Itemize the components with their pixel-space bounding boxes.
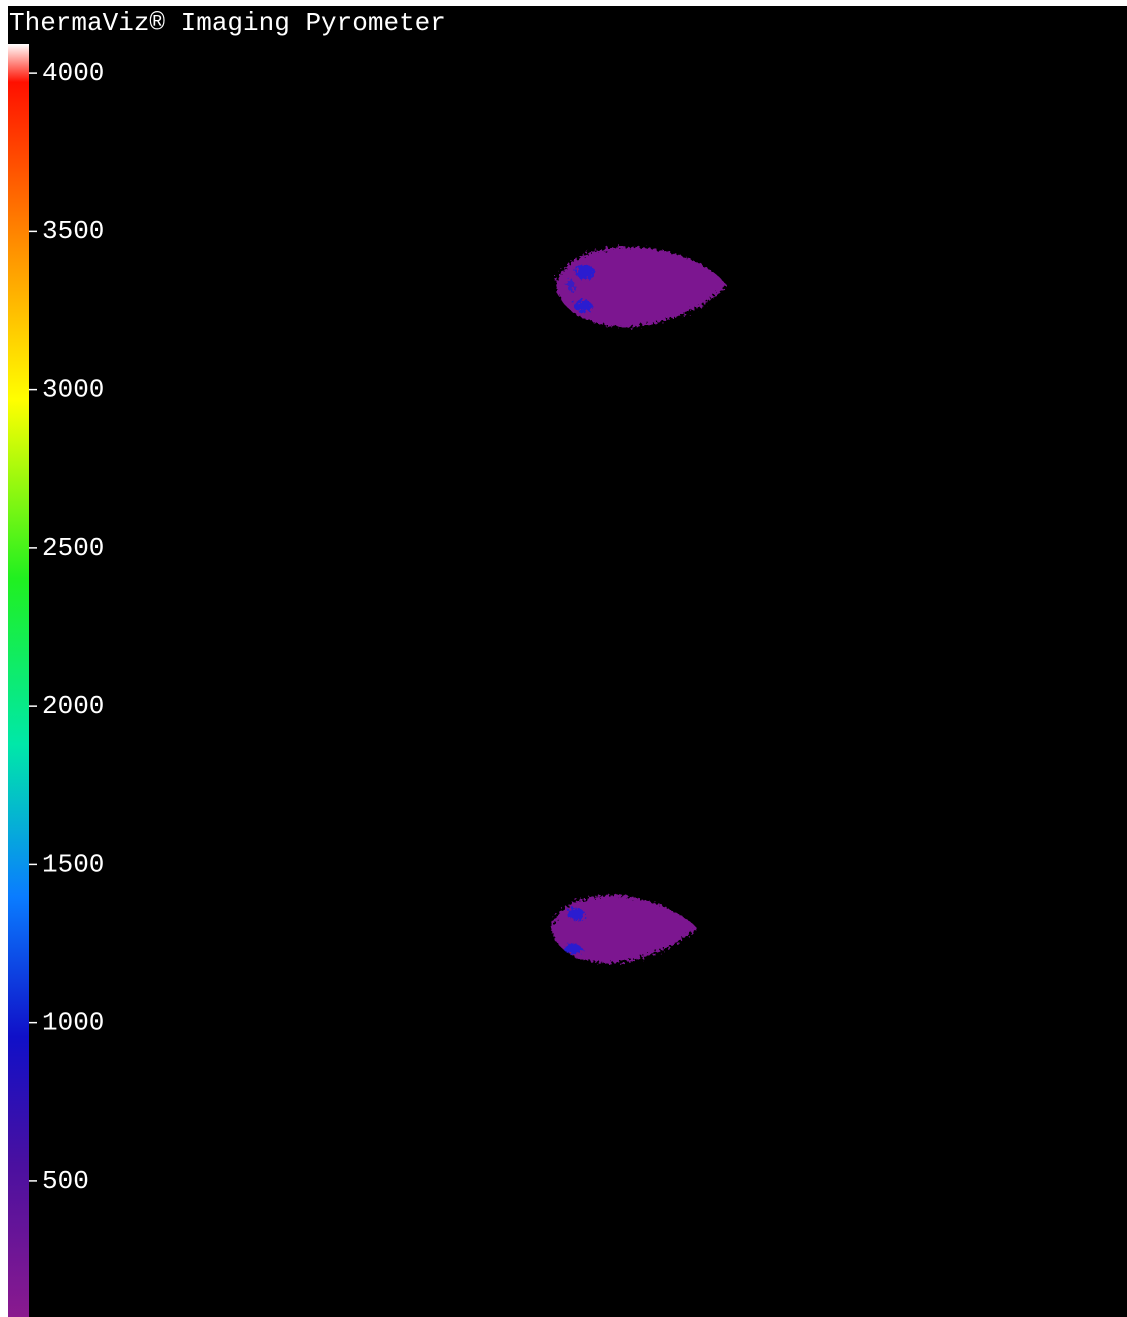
colorbar-tick-label: 2000: [42, 691, 104, 721]
colorbar-tick-label: 3500: [42, 216, 104, 246]
page: ThermaViz® Imaging Pyrometer 4000 3500 300…: [0, 0, 1127, 1317]
colorbar-tick-label: 1500: [42, 849, 104, 879]
image-area: [8, 6, 1127, 1317]
colorbar-tick-label: 500: [42, 1166, 89, 1196]
colorbar-tick-label: 3000: [42, 375, 104, 405]
app-title: ThermaViz® Imaging Pyrometer: [9, 8, 446, 38]
pyrometer-view: ThermaViz® Imaging Pyrometer 4000 3500 300…: [0, 0, 1127, 1317]
colorbar-tick-label: 4000: [42, 58, 104, 88]
colorbar: [8, 44, 29, 1317]
colorbar-tick-label: 2500: [42, 533, 104, 563]
colorbar-tick-label: 1000: [42, 1008, 104, 1038]
